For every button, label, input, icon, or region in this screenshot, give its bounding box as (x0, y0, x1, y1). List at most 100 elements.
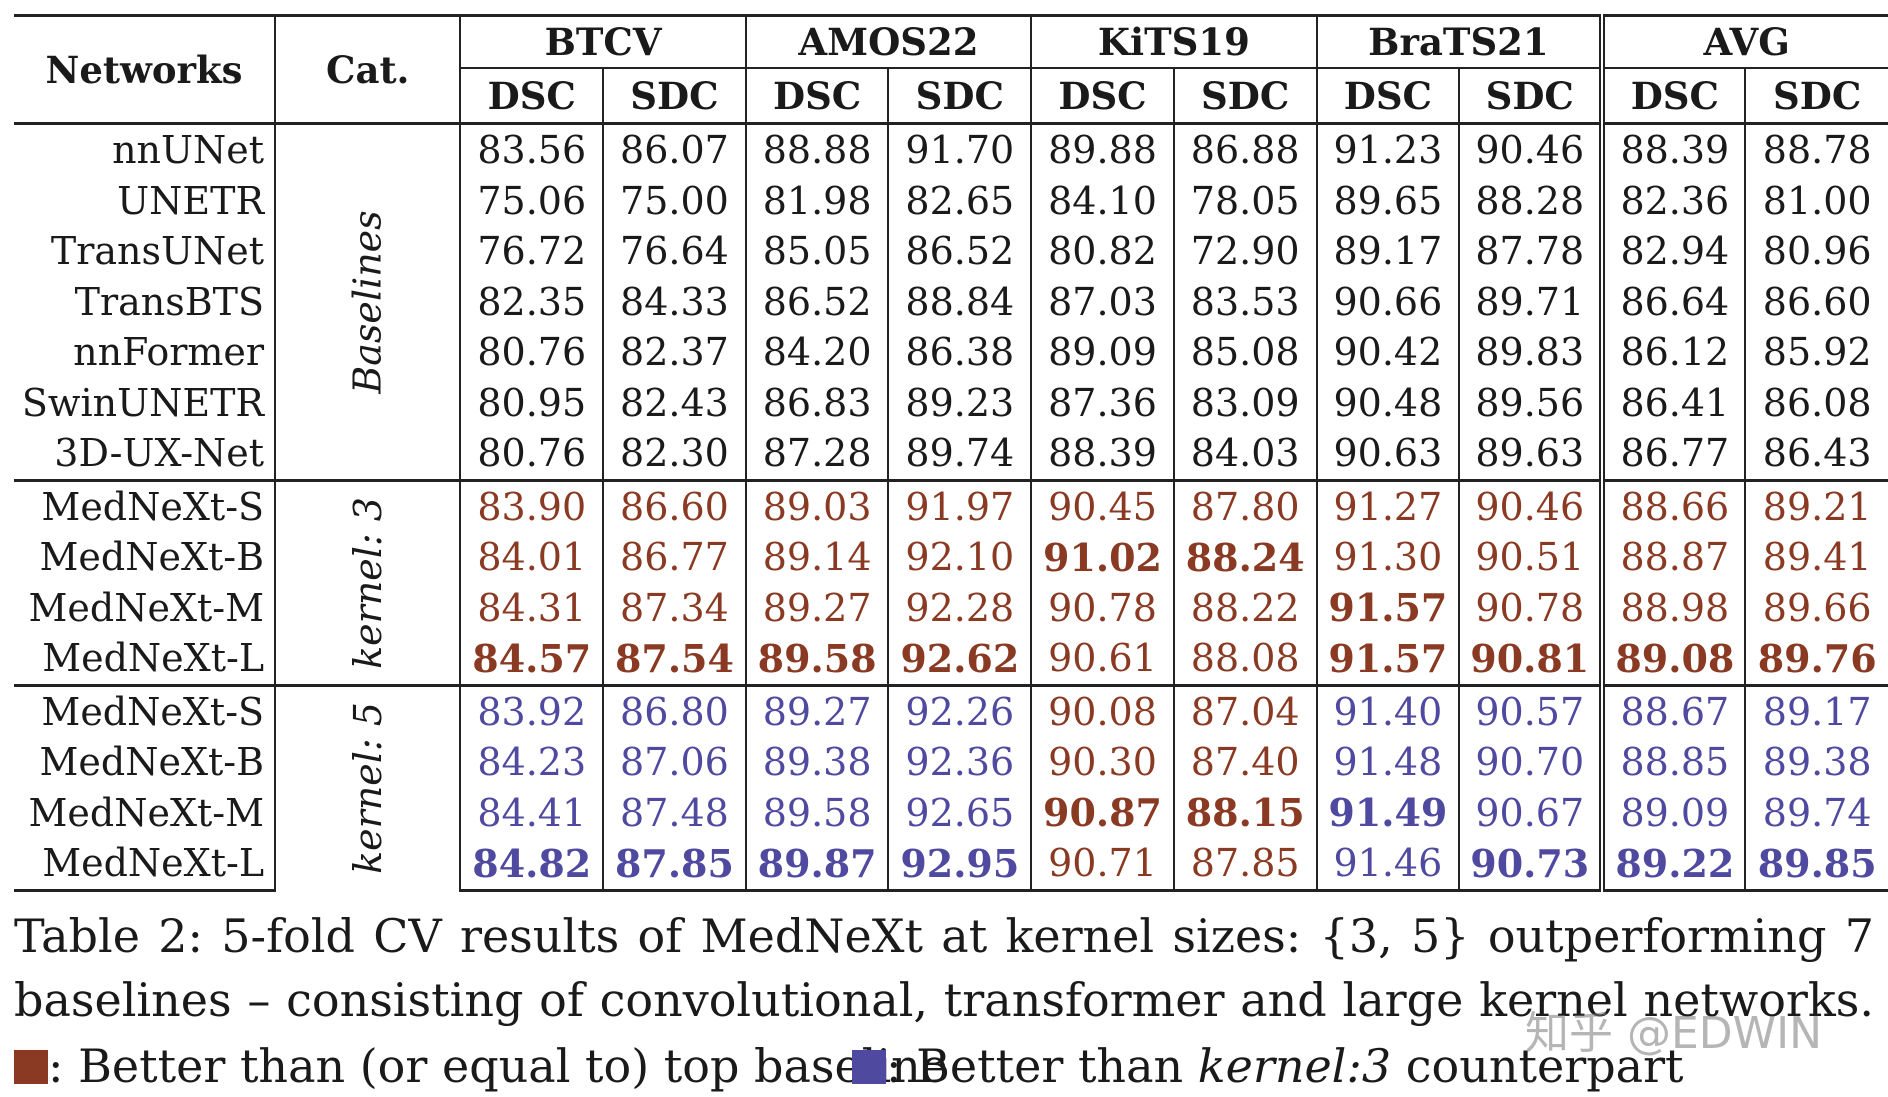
table-cell: 87.80 (1172, 478, 1317, 532)
table-cell: 89.21 (1744, 478, 1888, 532)
table-cell: 89.88 (1030, 123, 1174, 176)
table-cell: 89.09 (1030, 327, 1174, 378)
table-cell: 87.36 (1030, 377, 1174, 428)
network-name: nnUNet (112, 128, 265, 173)
table-cell: 90.42 (1315, 327, 1460, 378)
table-row: nnFormer 80.76 82.37 84.20 86.38 89.09 85.08 90… (14, 327, 1888, 378)
table-row: UNETR 75.06 75.00 81.98 82.65 84.10 78.05 89.65… (14, 175, 1888, 226)
table-cell: 89.85 (1744, 838, 1888, 892)
table-cell: 82.30 (602, 428, 746, 480)
table-row: MedNeXt-S kernel: 5 83.92 86.80 89.27 92.26 90… (14, 683, 1888, 890)
table-cell: 83.53 (1172, 276, 1317, 327)
network-name: TransBTS (74, 279, 265, 324)
table-cell: 87.85 (1172, 838, 1317, 892)
table-cell: 89.76 (1744, 633, 1888, 685)
table-cell: 89.03 (744, 478, 889, 532)
table-cell: 86.88 (1172, 123, 1317, 176)
table-cell: 91.40 (1315, 683, 1460, 737)
table-cell: 90.78 (1030, 582, 1174, 633)
table-cell: 86.64 (1599, 276, 1746, 327)
header-metric-sdc: SDC (1172, 68, 1317, 125)
category-label: kernel: 5 (274, 683, 461, 890)
network-name: UNETR (117, 178, 265, 223)
legend-rust-label: : Better than (or equal to) top baseline (48, 1039, 949, 1093)
table-cell: 89.87 (744, 838, 889, 892)
table-cell: 87.54 (602, 633, 746, 685)
table-cell: 84.57 (459, 633, 604, 685)
table-cell: 87.78 (1458, 226, 1603, 277)
table-cell: 90.46 (1458, 478, 1603, 532)
table-cell: 78.05 (1172, 175, 1317, 226)
table-cell: 87.06 (602, 737, 746, 788)
table-cell: 88.85 (1599, 737, 1746, 788)
header-metric-dsc: DSC (744, 68, 889, 125)
table-cell: 89.17 (1315, 226, 1460, 277)
table-cell: 82.35 (459, 276, 604, 327)
table-cell: 89.66 (1744, 582, 1888, 633)
legend-blue-em: kernel:3 (1197, 1039, 1392, 1093)
table-cell: 89.74 (887, 428, 1032, 480)
table-cell: 83.92 (459, 683, 604, 737)
table-row: SwinUNETR 80.95 82.43 86.83 89.23 87.36 83.09 9… (14, 377, 1888, 428)
table-cell: 91.57 (1315, 633, 1460, 685)
table-cell: 86.52 (887, 226, 1032, 277)
table-row: 3D-UX-Net 80.76 82.30 87.28 89.74 88.39 84.03 9… (14, 428, 1888, 480)
table-cell: 86.07 (602, 123, 746, 176)
table-cell: 86.77 (1599, 428, 1746, 480)
header-dataset-amos22: AMOS22 (744, 14, 1032, 69)
table-cell: 90.51 (1458, 532, 1603, 583)
table-cell: 85.92 (1744, 327, 1888, 378)
table-cell: 84.23 (459, 737, 604, 788)
network-name: MedNeXt-L (42, 636, 265, 681)
header-dataset-brats21: BraTS21 (1315, 14, 1603, 69)
results-table: Networks Cat. BTCV AMOS22 KiTS19 BraTS21… (14, 14, 1888, 892)
table-cell: 82.43 (602, 377, 746, 428)
category-label: Baselines (274, 123, 461, 480)
header-metric-dsc: DSC (459, 68, 604, 125)
table-cell: 86.41 (1599, 377, 1746, 428)
watermark: 知乎 @EDWIN (1525, 1008, 1823, 1059)
network-name: MedNeXt-M (28, 790, 265, 835)
table-cell: 92.28 (887, 582, 1032, 633)
table-cell: 88.39 (1599, 123, 1746, 176)
table-cell: 87.48 (602, 787, 746, 838)
table-cell: 90.71 (1030, 838, 1174, 892)
table-cell: 80.95 (459, 377, 604, 428)
table-cell: 90.66 (1315, 276, 1460, 327)
header-dataset-kits19: KiTS19 (1030, 14, 1317, 69)
table-cell: 90.67 (1458, 787, 1603, 838)
table-cell: 89.23 (887, 377, 1032, 428)
header-dataset-avg: AVG (1599, 14, 1888, 69)
table-cell: 84.10 (1030, 175, 1174, 226)
table-cell: 86.80 (602, 683, 746, 737)
table-cell: 89.63 (1458, 428, 1603, 480)
table-caption: Table 2: 5-fold CV results of MedNeXt at… (14, 904, 1874, 1032)
table-cell: 86.38 (887, 327, 1032, 378)
table-cell: 92.62 (887, 633, 1032, 685)
table-cell: 80.76 (459, 327, 604, 378)
table-cell: 92.36 (887, 737, 1032, 788)
table-cell: 89.27 (744, 683, 889, 737)
table-cell: 88.87 (1599, 532, 1746, 583)
table-cell: 90.08 (1030, 683, 1174, 737)
table-cell: 88.15 (1172, 787, 1317, 838)
table-cell: 86.60 (602, 478, 746, 532)
network-name: MedNeXt-S (14, 478, 276, 532)
table-cell: 81.00 (1744, 175, 1888, 226)
network-name: MedNeXt-L (14, 838, 276, 892)
table-cell: 84.31 (459, 582, 604, 633)
table-cell: 89.14 (744, 532, 889, 583)
table-cell: 87.03 (1030, 276, 1174, 327)
table-cell: 89.71 (1458, 276, 1603, 327)
table-cell: 84.41 (459, 787, 604, 838)
table-cell: 83.09 (1172, 377, 1317, 428)
table-cell: 86.77 (602, 532, 746, 583)
table-cell: 89.58 (744, 633, 889, 685)
table-cell: 89.22 (1599, 838, 1746, 892)
table-cell: 86.52 (744, 276, 889, 327)
legend-blue-suffix: counterpart (1391, 1039, 1684, 1093)
header-networks: Networks (14, 14, 276, 125)
table-cell: 89.65 (1315, 175, 1460, 226)
table-cell: 91.02 (1030, 532, 1174, 583)
table-cell: 82.94 (1599, 226, 1746, 277)
